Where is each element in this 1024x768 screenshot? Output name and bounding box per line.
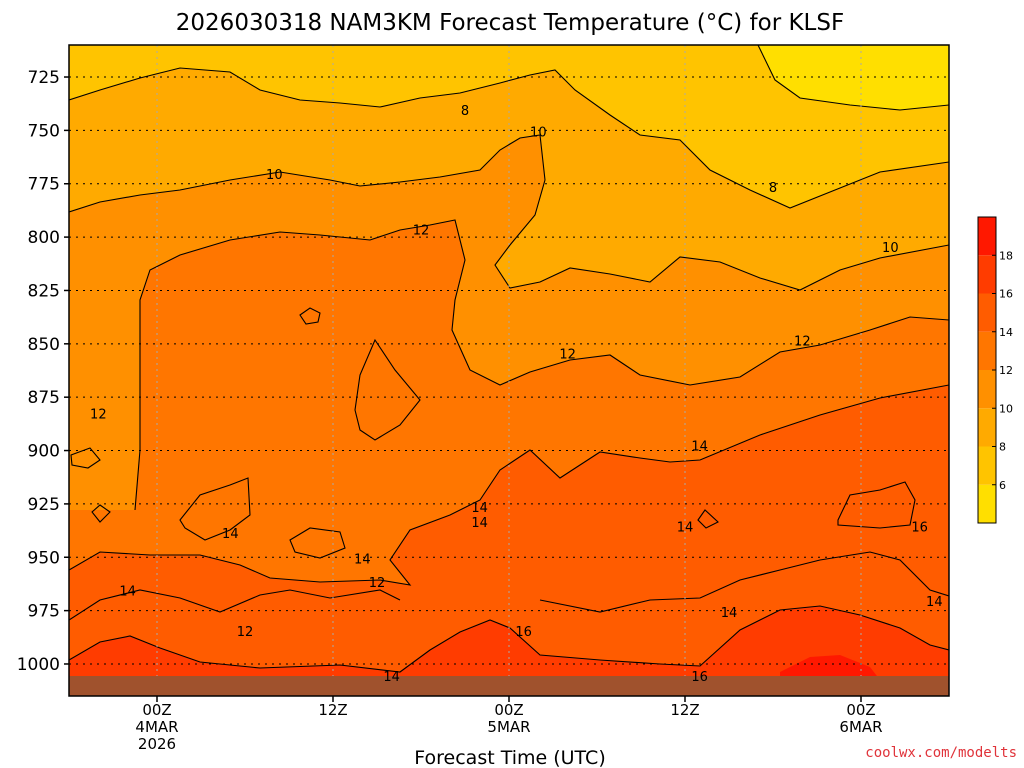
colorbar-segment [978,370,996,409]
y-tick-label: 925 [28,495,60,515]
contour-label: 16 [911,520,928,535]
contour-label: 16 [515,625,532,640]
contour-label: 14 [471,516,488,531]
contour-line [354,338,421,441]
x-tick-label: 12Z [670,701,699,719]
x-tick-label: 12Z [318,701,347,719]
colorbar-tick-label: 16 [999,288,1013,301]
colorbar-segment [978,255,996,294]
contour-line [539,551,949,613]
x-axis-label: Forecast Time (UTC) [414,747,605,768]
credit-text: coolwx.com/modelts [865,745,1017,761]
contour-label: 12 [237,625,254,640]
contour-label: 12 [90,407,107,422]
contour-line [134,219,949,511]
contour-label: 14 [354,552,371,567]
y-axis-pressure: 725 750 775 800 825 850 875 900 925 950 975 1000 [17,68,69,675]
colorbar-segment [978,484,996,523]
band-18-20 [780,655,880,680]
colorbar-tick-label: 18 [999,249,1013,262]
contour-line [179,477,251,541]
contour-lines [69,45,949,673]
contour-label: 12 [413,224,430,239]
colorbar-segment [978,446,996,485]
contour-label: 14 [677,520,694,535]
contour-line [91,504,111,523]
contour-line [70,447,101,469]
colorbar-tick-label: 6 [999,479,1006,492]
colorbar-tick-label: 10 [999,402,1013,415]
x-tick-label: 00Z [494,701,523,719]
colorbar-tick-label: 12 [999,364,1013,377]
x-tick-date: 5MAR [487,718,530,736]
colorbar-segment [978,217,996,256]
contour-label: 12 [369,576,386,591]
grid-lines [69,45,949,696]
colorbar-tick-label: 8 [999,441,1006,454]
contour-line [69,605,949,673]
contour-label: 14 [926,595,943,610]
colorbar-segment [978,408,996,447]
ground-level [69,676,949,696]
contour-label: 14 [119,584,136,599]
colorbar-tick-label: 14 [999,326,1013,339]
y-tick-label: 725 [28,68,60,88]
y-tick-label: 750 [28,121,60,141]
y-tick-label: 850 [28,335,60,355]
x-tick-date: 6MAR [839,718,882,736]
contour-label: 14 [222,527,239,542]
colorbar-legend: 6 8 10 12 14 16 18 [977,216,1013,524]
contour-label: 12 [559,347,576,362]
y-tick-label: 1000 [17,655,60,675]
x-tick-label: 00Z [142,701,171,719]
x-tick-year: 2026 [138,735,176,753]
y-tick-label: 775 [28,175,60,195]
contour-line [69,134,949,291]
contour-line [69,589,401,621]
contour-line [69,67,949,209]
contour-label: 10 [882,241,899,256]
contour-line [757,45,949,111]
contour-line [299,307,321,325]
y-tick-label: 825 [28,281,60,301]
contour-label: 8 [461,104,469,119]
y-tick-label: 975 [28,602,60,622]
contour-line [837,481,916,529]
contour-label: 10 [530,126,547,141]
x-tick-date: 4MAR [135,718,178,736]
contour-label: 8 [769,181,777,196]
chart-title: 2026030318 NAM3KM Forecast Temperature (… [176,10,844,36]
contour-label: 10 [266,168,283,183]
contour-label: 14 [691,439,708,454]
contour-label: 16 [691,670,708,685]
contour-label: 14 [383,670,400,685]
contour-label: 14 [471,501,488,516]
contour-line [289,527,346,559]
contour-line [69,384,949,586]
contour-label: 12 [794,335,811,350]
contour-label: 14 [721,606,738,621]
colorbar-segment [978,331,996,370]
y-tick-label: 875 [28,388,60,408]
band-14-16 [69,385,949,696]
y-tick-label: 900 [28,442,60,462]
y-tick-label: 950 [28,548,60,568]
x-tick-label: 00Z [846,701,875,719]
y-tick-label: 800 [28,228,60,248]
colorbar-segment [978,293,996,332]
contour-line [697,509,719,529]
